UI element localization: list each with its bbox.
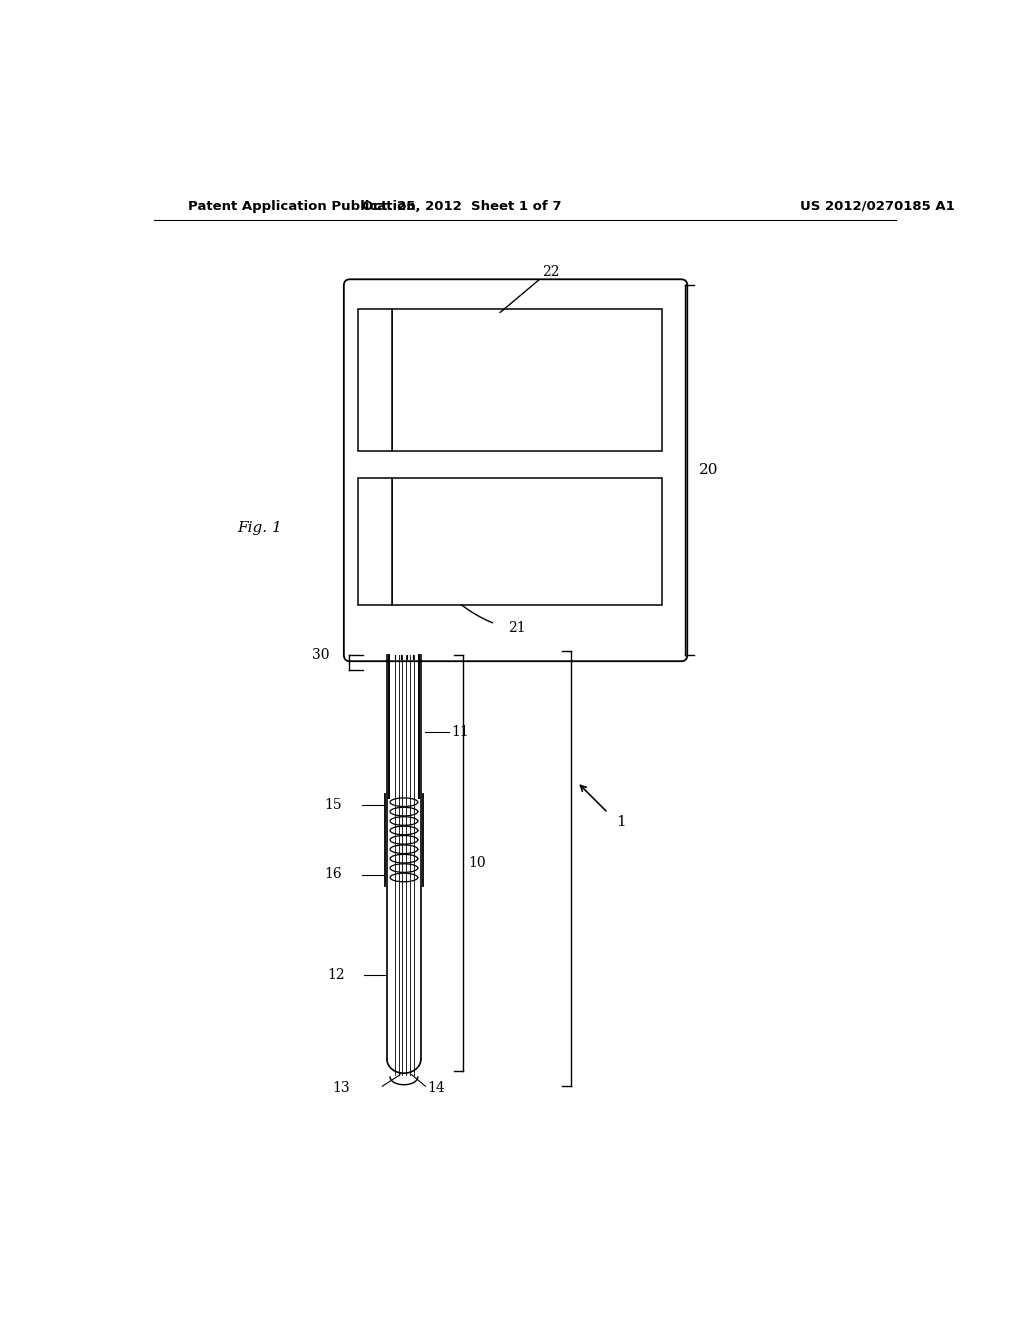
Text: 12: 12: [327, 968, 345, 982]
Bar: [357, 478, 392, 605]
Text: 14: 14: [427, 1081, 444, 1094]
Text: 22: 22: [543, 265, 560, 280]
Text: Patent Application Publication: Patent Application Publication: [188, 199, 416, 213]
Text: 20: 20: [698, 463, 718, 478]
Text: 10: 10: [468, 855, 485, 870]
Text: 11: 11: [451, 725, 469, 739]
Text: Fig. 1: Fig. 1: [237, 521, 282, 535]
Text: 21: 21: [508, 622, 525, 635]
Text: Oct. 25, 2012  Sheet 1 of 7: Oct. 25, 2012 Sheet 1 of 7: [361, 199, 561, 213]
Text: 16: 16: [325, 867, 342, 882]
Text: 1: 1: [615, 816, 626, 829]
Text: 30: 30: [312, 648, 330, 663]
Text: US 2012/0270185 A1: US 2012/0270185 A1: [801, 199, 955, 213]
Text: 13: 13: [333, 1081, 350, 1094]
Bar: [392, 309, 662, 451]
Bar: [357, 309, 392, 451]
FancyBboxPatch shape: [344, 280, 687, 661]
Bar: [392, 478, 662, 605]
Text: 15: 15: [325, 799, 342, 812]
